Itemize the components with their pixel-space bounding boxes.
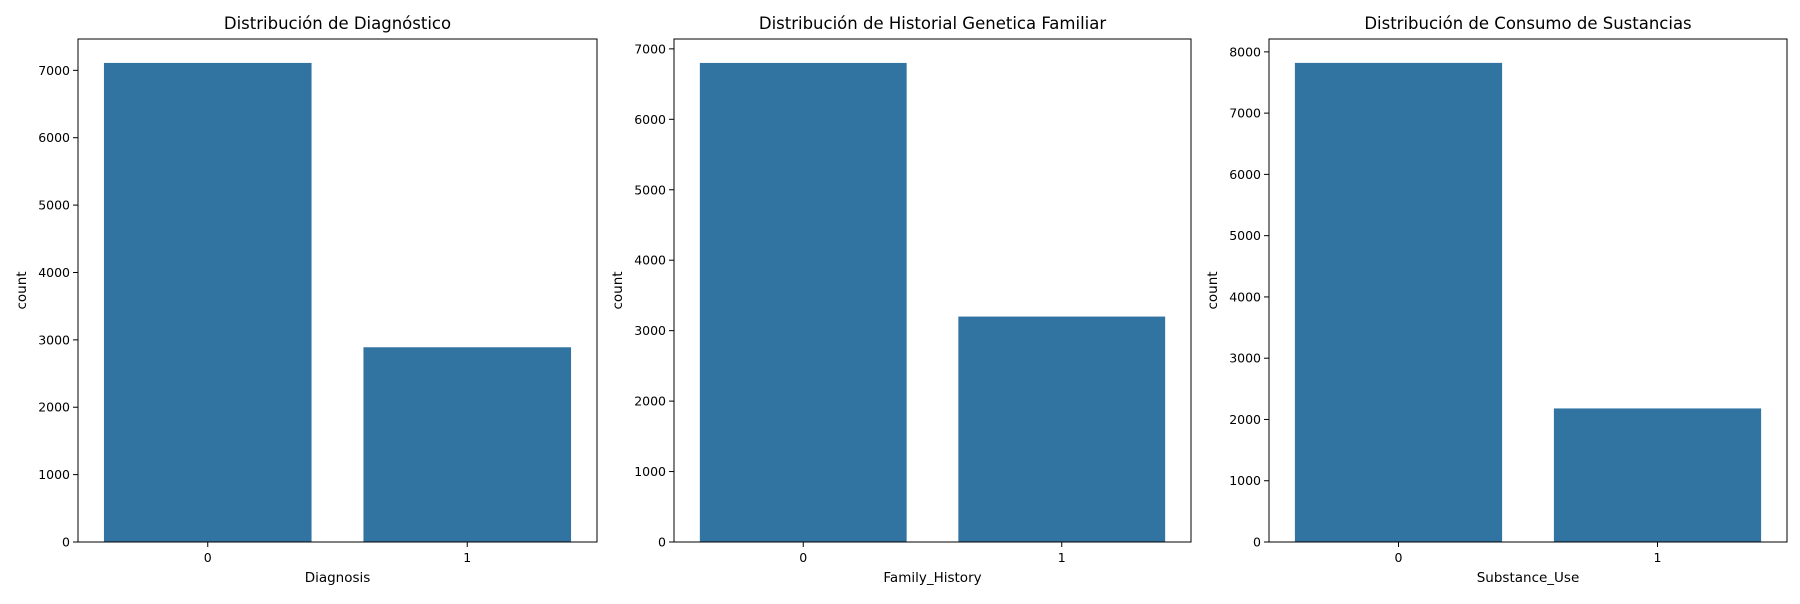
x-axis-label: Substance_Use: [1477, 570, 1580, 586]
y-axis-label: count: [1205, 271, 1221, 309]
chart-panel-2: 0 1000 2000 3000 4000 5000 6000 7000 8000 0 1 Distr…: [1205, 14, 1788, 586]
y-tick-label: 1000: [38, 467, 70, 482]
y-tick-label: 5000: [1229, 228, 1261, 243]
y-tick-label: 0: [1253, 535, 1261, 550]
chart-title: Distribución de Diagnóstico: [224, 14, 451, 33]
y-tick-label: 0: [658, 535, 666, 550]
y-tick-label: 7000: [1229, 106, 1261, 121]
chart-panel-0: 0 1000 2000 3000 4000 5000 6000 7000 0 1 Distribuc…: [14, 14, 598, 586]
y-tick-label: 7000: [38, 63, 70, 78]
y-tick-label: 1000: [634, 464, 666, 479]
bar-0: [699, 62, 907, 542]
y-tick-label: 6000: [634, 112, 666, 127]
y-tick-label: 4000: [1229, 289, 1261, 304]
x-tick-label: 0: [1395, 550, 1403, 565]
chart-title: Distribución de Consumo de Sustancias: [1364, 14, 1691, 33]
chart-title: Distribución de Historial Genetica Famil…: [759, 14, 1106, 33]
y-tick-label: 2000: [38, 400, 70, 415]
y-tick-label: 6000: [1229, 167, 1261, 182]
y-tick-label: 7000: [634, 41, 666, 56]
y-tick-label: 5000: [634, 182, 666, 197]
x-axis-label: Family_History: [883, 570, 981, 586]
y-tick-label: 3000: [634, 323, 666, 338]
x-tick-label: 1: [463, 550, 471, 565]
y-tick-label: 3000: [1229, 351, 1261, 366]
x-tick-label: 0: [204, 550, 212, 565]
axes-frame: [1268, 38, 1788, 543]
y-axis-label: count: [14, 271, 30, 309]
chart-panel-1: 0 1000 2000 3000 4000 5000 6000 7000 0 1 Distribuc…: [610, 14, 1192, 586]
y-tick-label: 4000: [634, 253, 666, 268]
x-tick-label: 0: [799, 550, 807, 565]
bar-1: [1553, 408, 1762, 542]
y-tick-label: 1000: [1229, 473, 1261, 488]
bar-0: [1294, 62, 1503, 542]
y-tick-label: 0: [62, 535, 70, 550]
y-tick-label: 4000: [38, 265, 70, 280]
y-axis-label: count: [610, 271, 626, 309]
y-tick-label: 5000: [38, 198, 70, 213]
x-tick-label: 1: [1058, 550, 1066, 565]
y-tick-label: 2000: [1229, 412, 1261, 427]
bar-0: [103, 62, 312, 543]
bar-1: [363, 347, 572, 542]
bar-1: [958, 316, 1166, 542]
y-tick-label: 8000: [1229, 44, 1261, 59]
y-tick-label: 2000: [634, 394, 666, 409]
x-axis-label: Diagnosis: [305, 570, 371, 586]
axes-frame: [673, 38, 1192, 543]
y-tick-label: 6000: [38, 130, 70, 145]
x-tick-label: 1: [1654, 550, 1662, 565]
y-tick-label: 3000: [38, 332, 70, 347]
axes-frame: [77, 38, 598, 543]
